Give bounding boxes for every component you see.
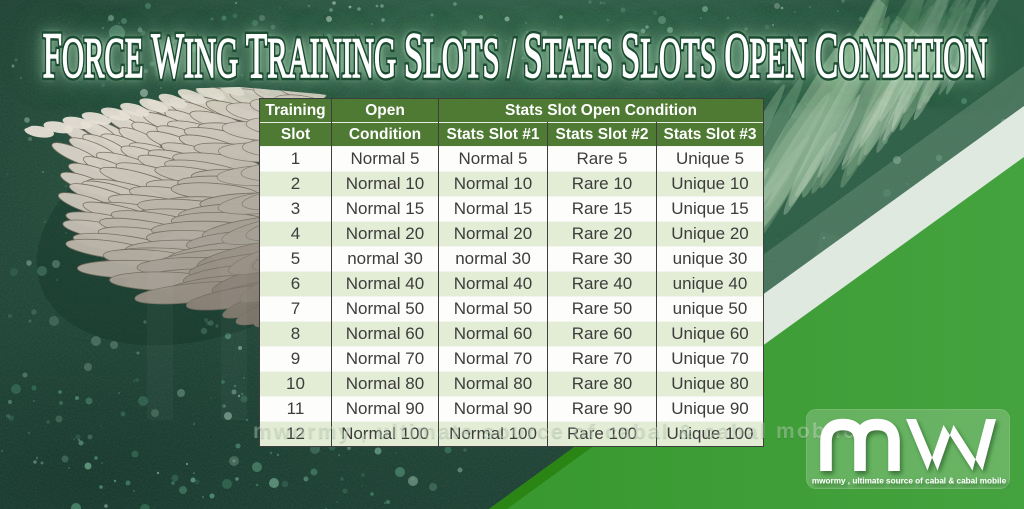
- svg-text:mwormy , ultimate source of ca: mwormy , ultimate source of cabal & caba…: [812, 477, 1007, 486]
